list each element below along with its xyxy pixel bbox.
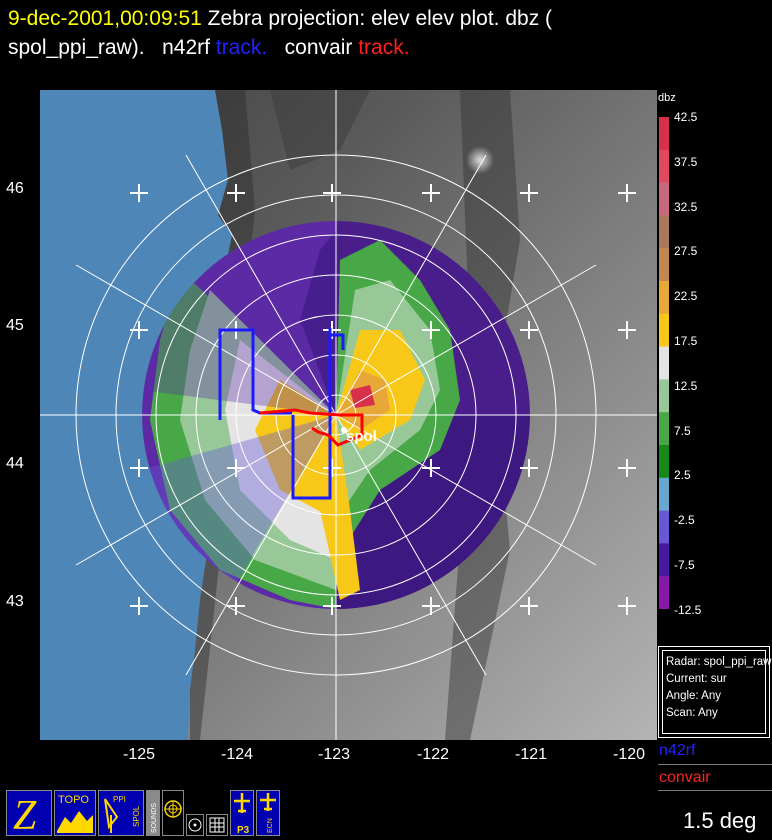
legend-swatch <box>659 346 669 380</box>
legend-label: 42.5 <box>674 110 698 124</box>
legend-label: 2.5 <box>674 468 691 483</box>
svg-text:Z: Z <box>13 793 37 835</box>
platform1-name: n42rf <box>162 36 210 59</box>
legend-label: 12.5 <box>674 378 698 393</box>
topo-button[interactable]: TOPO <box>54 790 96 836</box>
legend-label: 17.5 <box>674 334 698 348</box>
platform1-track-label: track. <box>215 36 268 59</box>
legend-convair: convair <box>659 769 711 786</box>
svg-text:SPOL: SPOL <box>132 805 141 827</box>
radar-site-label: spol <box>346 428 377 445</box>
aircraft-icon: P3 <box>234 793 250 835</box>
legend-label: -12.5 <box>674 602 702 617</box>
info-radar: Radar: spol_ppi_raw <box>666 656 772 668</box>
legend-swatch <box>659 576 669 609</box>
soundings-label-icon: SOUNDS <box>151 803 158 833</box>
grid-icon <box>209 817 225 833</box>
radar-map[interactable]: spol <box>40 90 657 740</box>
zebra-z-icon: Z <box>13 793 37 835</box>
lon-label-121: -121 <box>514 746 548 763</box>
legend-label: 22.5 <box>674 289 698 304</box>
datetime: 9-dec-2001,00:09:51 <box>8 7 202 30</box>
legend-label: 7.5 <box>674 423 691 438</box>
svg-text:P3: P3 <box>237 825 250 835</box>
soundings-button[interactable]: SOUNDS <box>146 790 160 836</box>
lon-label-124: -124 <box>220 746 254 763</box>
topo-icon: TOPO <box>57 794 93 833</box>
lat-label-45: 45 <box>6 317 24 334</box>
legend-n42rf: n42rf <box>659 742 696 759</box>
legend-swatch <box>659 445 669 479</box>
lon-label-120: -120 <box>612 746 646 763</box>
legend-label: 27.5 <box>674 244 698 259</box>
radar-dish-icon: PPI SPOL <box>104 795 141 833</box>
legend-label: 32.5 <box>674 199 698 214</box>
ecn-aircraft-button[interactable]: ECN <box>256 790 280 836</box>
lat-label-44: 44 <box>6 455 24 472</box>
projection-text: Zebra projection: elev elev plot. dbz ( <box>207 7 553 30</box>
lon-label-122: -122 <box>416 746 450 763</box>
lat-label-46: 46 <box>6 180 24 197</box>
legend-swatch <box>659 379 669 413</box>
spol-ppi-button[interactable]: PPI SPOL <box>98 790 144 836</box>
grid-button[interactable] <box>206 814 228 836</box>
legend-swatch <box>659 248 669 282</box>
source-text: spol_ppi_raw). <box>8 36 145 59</box>
info-current: Current: sur <box>666 673 727 685</box>
elevation-angle: 1.5 deg <box>683 808 757 833</box>
legend-label: -7.5 <box>674 558 695 572</box>
legend-swatch <box>659 543 669 577</box>
title-line-1: 9-dec-2001,00:09:51 Zebra projection: el… <box>8 6 552 32</box>
legend-swatch <box>659 313 669 348</box>
aircraft-icon-2: ECN <box>260 793 276 833</box>
legend-label: 37.5 <box>674 154 698 169</box>
color-scale-bar <box>659 117 669 609</box>
svg-text:TOPO: TOPO <box>58 794 89 806</box>
info-angle: Angle: Any <box>666 690 721 702</box>
compass-button[interactable] <box>162 790 184 836</box>
legend-swatch <box>659 477 669 512</box>
lat-label-43: 43 <box>6 593 24 610</box>
legend-swatch <box>659 117 669 151</box>
lon-label-123: -123 <box>317 746 351 763</box>
mountain-peak <box>466 146 494 174</box>
svg-text:PPI: PPI <box>113 795 126 804</box>
legend-swatch <box>659 281 669 315</box>
legend-label: -2.5 <box>674 513 695 528</box>
platform2-name: convair <box>284 36 353 59</box>
radar-site-marker <box>341 427 347 433</box>
target-button[interactable] <box>186 814 204 836</box>
compass-icon <box>164 800 182 818</box>
zebra-logo-button[interactable]: Z <box>6 790 52 836</box>
platform2-track-label: track. <box>358 36 410 59</box>
svg-text:ECN: ECN <box>267 818 274 833</box>
legend-swatch <box>659 412 669 446</box>
legend-swatch <box>659 510 669 544</box>
legend-swatch <box>659 215 669 249</box>
legend-unit: dbz <box>658 92 676 104</box>
p3-aircraft-button[interactable]: P3 <box>230 790 254 836</box>
convair-track <box>259 408 364 447</box>
legend-swatch <box>659 149 669 184</box>
title-line-2: spol_ppi_raw). n42rf track. convair trac… <box>8 35 410 61</box>
svg-text:SOUNDS: SOUNDS <box>151 803 158 833</box>
info-box: Radar: spol_ppi_raw Current: sur Angle: … <box>658 646 772 738</box>
target-icon <box>188 818 202 832</box>
legend-separator <box>658 764 772 765</box>
legend-swatch <box>659 182 669 216</box>
legend-separator-2 <box>658 790 772 791</box>
lon-label-125: -125 <box>122 746 156 763</box>
info-scan: Scan: Any <box>666 707 718 719</box>
